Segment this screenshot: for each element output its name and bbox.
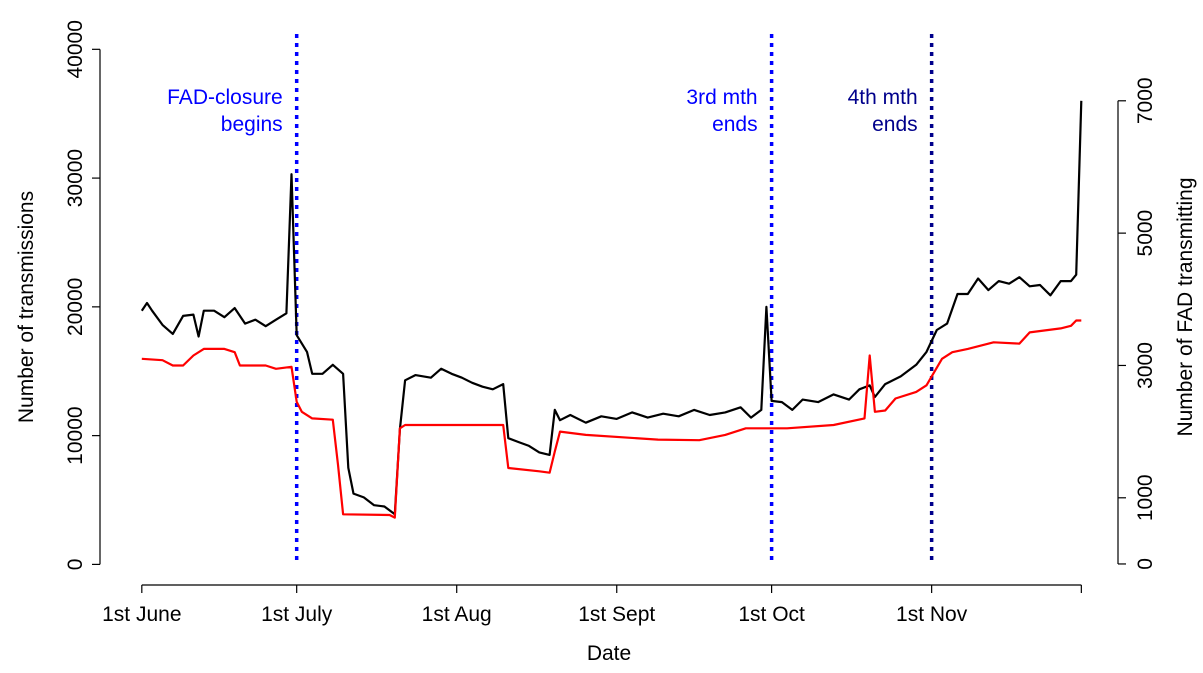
y2-tick-label: 7000 [1134, 77, 1157, 124]
x-tick-label: 1st Nov [896, 603, 968, 626]
annotation: 4th mth [848, 86, 918, 109]
x-tick-label: 1st Aug [422, 603, 492, 626]
y2-tick-label: 3000 [1134, 342, 1157, 389]
data-line [140, 100, 1083, 516]
y-tick-label: 10000 [64, 406, 87, 464]
data-line [141, 319, 1082, 519]
annotation: FAD-closure [167, 86, 283, 109]
annotation: ends [712, 113, 758, 136]
y-tick-label: 40000 [64, 20, 87, 78]
x-tick-label: 1st June [102, 603, 181, 626]
y-tick-label: 0 [64, 559, 87, 571]
y-tick-label: 20000 [64, 278, 87, 336]
y2-tick-label: 0 [1134, 558, 1157, 570]
annotation: begins [221, 113, 283, 136]
annotation: ends [872, 113, 918, 136]
annotation: 3rd mth [686, 86, 757, 109]
x-tick-label: 1st Sept [578, 603, 655, 626]
y2-tick-label: 1000 [1134, 474, 1157, 521]
x-tick-label: 1st July [261, 603, 333, 626]
y2-tick-label: 5000 [1134, 210, 1157, 257]
x-axis-label: Date [587, 642, 631, 665]
x-tick-label: 1st Oct [738, 603, 805, 626]
y-tick-label: 30000 [64, 149, 87, 207]
y2-axis-label: Number of FAD transmitting [1174, 177, 1197, 436]
y-axis-label: Number of transmissions [15, 191, 38, 423]
